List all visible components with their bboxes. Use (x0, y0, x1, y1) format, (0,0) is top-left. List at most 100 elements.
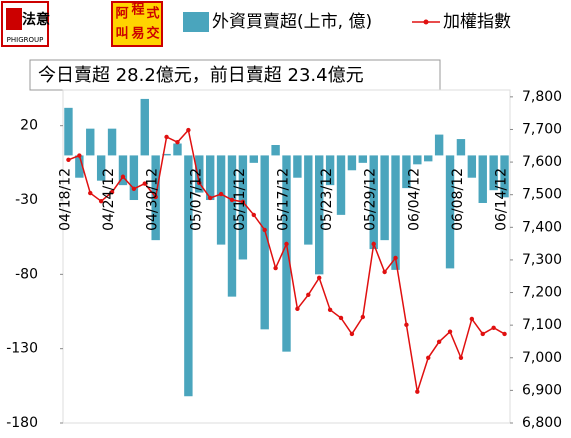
bar (118, 155, 128, 186)
bar (227, 155, 237, 297)
legend-swatch (183, 12, 209, 32)
bar (391, 155, 400, 270)
y2-tick-label: 7,700 (522, 121, 562, 137)
bar (315, 155, 324, 275)
x-tick-label: 04/18/12 (57, 168, 73, 231)
logo-sub: PHIGROUP (7, 36, 44, 44)
x-tick-label: 04/30/12 (145, 168, 161, 231)
bar (96, 155, 106, 181)
index-point (175, 139, 180, 145)
index-point (229, 197, 235, 203)
plot-frame (62, 89, 511, 424)
index-point (382, 269, 387, 275)
logo-icon (6, 8, 22, 30)
index-point (153, 194, 158, 200)
index-point (66, 157, 71, 162)
bar (162, 153, 171, 156)
index-point (404, 322, 409, 328)
index-point (88, 190, 93, 196)
bar (434, 134, 444, 156)
index-point (218, 191, 224, 197)
index-point (197, 180, 202, 186)
y2-tick-label: 7,200 (522, 285, 562, 301)
y2-tick-label: 6,800 (522, 415, 562, 431)
index-point (491, 325, 496, 330)
bar (369, 155, 378, 250)
x-tick-label: 04/24/12 (101, 168, 117, 231)
bar (304, 155, 313, 245)
index-point (317, 275, 322, 281)
bar (380, 155, 389, 241)
x-tick-label: 05/29/12 (363, 168, 379, 231)
logo-char: 式 (146, 6, 159, 22)
bar (358, 155, 368, 163)
y2-tick-label: 7,400 (522, 219, 562, 235)
bar (402, 155, 411, 189)
subtitle: 今日賣超 28.2億元，前日賣超 23.4億元 (38, 65, 364, 86)
y2-tick-label: 7,300 (522, 252, 562, 268)
bar (64, 107, 73, 156)
y2-tick-label: 7,000 (522, 350, 562, 366)
y2-tick-label: 6,900 (522, 382, 562, 398)
subtitle-box (29, 59, 441, 91)
index-point (240, 199, 246, 205)
bar (249, 155, 258, 163)
index-point (447, 329, 453, 334)
x-tick-label: 06/14/12 (494, 168, 510, 231)
bar (75, 155, 84, 178)
index-point (186, 127, 191, 133)
y2-tick-label: 7,500 (522, 187, 562, 203)
bar (489, 155, 498, 191)
y-tick-label: -30 (15, 192, 38, 208)
bar (478, 155, 487, 203)
x-tick-label: 05/17/12 (276, 168, 292, 231)
bar (445, 155, 455, 269)
bar (413, 155, 422, 165)
y-tick-label: -80 (15, 266, 38, 282)
x-tick-label: 05/11/12 (232, 168, 248, 231)
y-tick-label: -180 (6, 415, 38, 431)
bar (500, 155, 509, 198)
bar (271, 145, 280, 156)
index-point (349, 331, 355, 337)
index-point (360, 314, 366, 320)
x-tick-label: 06/08/12 (450, 168, 466, 231)
index-point (338, 315, 344, 321)
index-point (284, 241, 289, 247)
logo-name: 法意 (22, 11, 50, 28)
bar (184, 155, 193, 397)
legend-label: 加權指數 (443, 12, 511, 32)
logo2-box (111, 1, 163, 47)
logo-char: 交 (146, 26, 159, 42)
index-point (393, 255, 398, 261)
bar (467, 155, 477, 178)
index-point (327, 307, 333, 313)
bar (456, 139, 466, 156)
logo-char: 程 (131, 3, 144, 18)
legend-dot (423, 19, 429, 25)
bar (216, 155, 226, 245)
index-point (295, 306, 300, 312)
bar (336, 155, 346, 215)
index-point (426, 355, 431, 360)
index-point (207, 195, 213, 201)
index-point (469, 316, 475, 322)
bar (107, 128, 117, 156)
y-tick-label: -130 (6, 341, 38, 357)
index-point (273, 265, 278, 271)
logo-char: 易 (131, 27, 144, 42)
index-point (458, 355, 464, 360)
index-point (436, 339, 442, 344)
logo-char: 阿 (115, 7, 128, 22)
bar (238, 155, 248, 260)
legend-label: 外資買賣超(上市, 億) (212, 12, 372, 32)
y2-tick-label: 7,100 (522, 317, 562, 333)
bar (173, 143, 182, 156)
index-point (480, 331, 485, 337)
bar (140, 98, 149, 156)
bar (293, 155, 302, 178)
bar (205, 155, 215, 201)
bar (424, 155, 433, 162)
index-point (131, 186, 137, 192)
